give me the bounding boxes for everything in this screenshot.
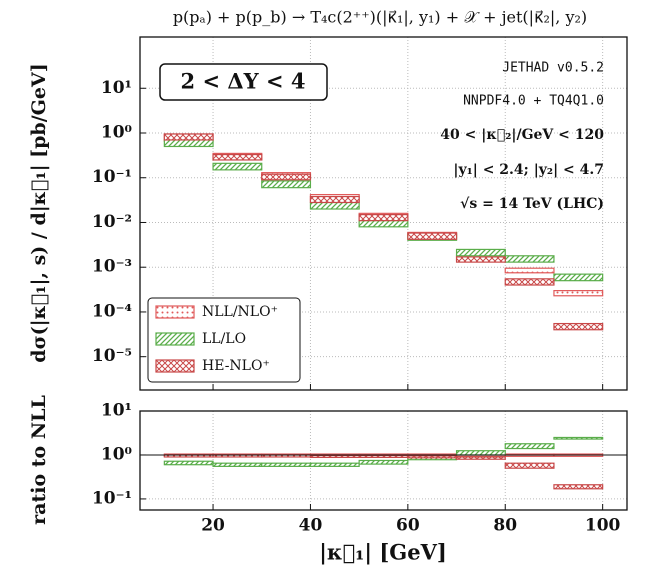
band — [261, 173, 312, 181]
band — [407, 455, 458, 459]
band — [553, 322, 604, 331]
annotation: JETHAD v0.5.2 — [502, 61, 604, 76]
legend-label: HE-NLO⁺ — [202, 358, 270, 374]
annotation-box — [159, 63, 328, 101]
band — [407, 232, 458, 240]
y-tick-label: 10⁰ — [101, 123, 132, 143]
band — [309, 462, 360, 467]
band — [261, 462, 312, 467]
x-tick-label: 80 — [493, 516, 517, 536]
band — [504, 443, 555, 450]
band — [212, 153, 263, 161]
band — [455, 450, 506, 456]
band — [358, 459, 409, 465]
band — [163, 460, 214, 466]
legend-swatch — [155, 359, 195, 373]
y-tick-label: 10¹ — [101, 401, 132, 421]
band — [504, 267, 555, 274]
band — [553, 436, 604, 440]
y-tick-label: 10⁻¹ — [92, 488, 132, 508]
x-tick-label: 20 — [201, 516, 225, 536]
y-axis-label: ratio to NLL — [28, 395, 50, 525]
band — [212, 462, 263, 467]
y-tick-label: 10⁻⁵ — [92, 346, 132, 366]
annotation: |y₁| < 2.4; |y₂| < 4.7 — [453, 162, 604, 178]
y-tick-label: 10⁻³ — [92, 257, 132, 277]
legend-label: LL/LO — [202, 331, 246, 347]
band — [553, 273, 604, 282]
legend-label: NLL/NLO⁺ — [202, 304, 278, 320]
band — [309, 454, 360, 459]
band — [358, 454, 409, 459]
annotation: NNPDF4.0 + TQ4Q1.0 — [463, 94, 604, 109]
band — [261, 180, 312, 189]
x-axis-label: |κ⃗₁| [GeV] — [319, 540, 447, 565]
y-tick-label: 10⁻¹ — [92, 167, 132, 187]
x-tick-label: 60 — [396, 516, 420, 536]
band — [455, 248, 506, 257]
y-axis-label: dσ(|κ⃗₁|, s) / d|κ⃗₁| [pb/GeV] — [28, 63, 50, 362]
plot-frame — [139, 410, 628, 511]
legend-swatch — [155, 305, 195, 319]
y-tick-label: 10⁻⁴ — [92, 301, 132, 321]
band — [455, 456, 506, 460]
band — [212, 162, 263, 171]
annotation: 40 < |κ⃗₂|/GeV < 120 — [440, 127, 604, 143]
band — [504, 462, 555, 469]
band — [309, 201, 360, 210]
y-tick-label: 10¹ — [101, 78, 132, 98]
band — [553, 484, 604, 490]
y-tick-label: 10⁻² — [92, 212, 132, 232]
band — [553, 290, 604, 297]
band — [504, 278, 555, 286]
y-tick-label: 10⁰ — [101, 444, 132, 464]
x-tick-label: 100 — [585, 516, 621, 536]
band — [358, 214, 409, 222]
annotation: 2 < ΔY < 4 — [181, 69, 306, 94]
band — [163, 133, 214, 141]
chart-title: p(pₐ) + p(p_b) → T₄c(2⁺⁺)(|κ⃗₁|, y₁) + 𝒳… — [173, 8, 587, 27]
band — [163, 139, 214, 148]
legend-swatch — [155, 332, 195, 346]
plot-frame — [139, 36, 628, 391]
band — [455, 256, 506, 263]
annotation: √s = 14 TeV (LHC) — [460, 196, 604, 212]
x-tick-label: 40 — [299, 516, 323, 536]
band — [358, 220, 409, 228]
band — [504, 255, 555, 263]
band — [309, 195, 360, 204]
